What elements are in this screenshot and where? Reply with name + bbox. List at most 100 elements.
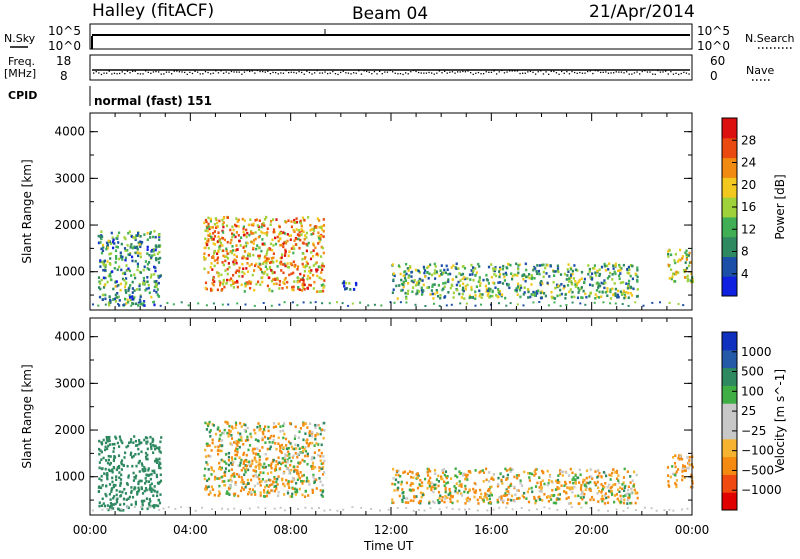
nave-point [152, 71, 155, 73]
echo-cell [216, 256, 220, 259]
echo-cell [249, 231, 253, 234]
nave-point [516, 70, 519, 72]
echo-cell [305, 231, 308, 235]
echo-cell [492, 473, 495, 476]
echo-cell [299, 461, 302, 464]
echo-cell [232, 286, 235, 289]
echo-cell [602, 301, 605, 304]
echo-cell [150, 490, 153, 493]
echo-cell [461, 272, 465, 276]
echo-cell [301, 493, 304, 497]
echo-cell [132, 471, 135, 475]
echo-cell [211, 438, 214, 442]
echo-cell [311, 464, 314, 468]
echo-cell [233, 475, 236, 478]
echo-cell [410, 475, 413, 479]
echo-cell [557, 493, 560, 496]
echo-cell [486, 489, 490, 493]
echo-cell [137, 481, 140, 484]
echo-cell [516, 497, 519, 500]
echo-cell [114, 293, 117, 297]
echo-cell [149, 275, 153, 279]
echo-cell [153, 273, 156, 276]
echo-cell [448, 492, 452, 495]
nave-point [675, 72, 677, 74]
echo-cell [282, 263, 285, 266]
echo-cell [530, 274, 533, 277]
echo-cell [129, 296, 132, 299]
echo-cell [286, 262, 289, 265]
echo-cell [312, 242, 315, 245]
echo-cell [312, 264, 315, 267]
echo-cell [430, 488, 433, 492]
echo-cell [287, 480, 290, 483]
echo-cell [430, 289, 433, 292]
echo-cell [144, 289, 147, 292]
echo-cell [300, 222, 303, 225]
echo-cell [474, 294, 477, 297]
echo-cell [214, 432, 218, 436]
echo-cell [249, 218, 252, 221]
echo-cell [306, 452, 309, 456]
echo-cell [121, 255, 124, 259]
nave-point [111, 73, 113, 75]
echo-cell [216, 449, 219, 452]
echo-cell [500, 498, 503, 502]
echo-cell [102, 263, 105, 267]
echo-cell [153, 285, 156, 289]
echo-cell [143, 499, 146, 503]
echo-cell [626, 271, 629, 275]
echo-cell [445, 304, 448, 307]
nave-point [272, 71, 274, 73]
echo-cell [505, 477, 508, 480]
echo-cell [283, 422, 286, 425]
echo-cell [106, 447, 109, 451]
echo-cell [237, 218, 240, 222]
echo-cell [629, 501, 632, 505]
echo-cell [229, 484, 232, 488]
echo-cell [110, 278, 113, 282]
echo-cell [138, 479, 141, 483]
nave-point [545, 71, 547, 73]
echo-cell [510, 272, 513, 275]
echo-cell [565, 497, 568, 500]
echo-cell [427, 481, 430, 485]
echo-cell [129, 284, 132, 287]
nave-point [100, 73, 103, 76]
echo-cell [154, 269, 157, 273]
echo-cell [315, 442, 318, 445]
nave-point [139, 73, 142, 75]
echo-cell [238, 266, 241, 270]
echo-cell [496, 500, 499, 504]
echo-cell [226, 490, 229, 493]
echo-cell [321, 421, 325, 425]
echo-cell [550, 498, 553, 501]
echo-cell [317, 253, 320, 257]
echo-cell [511, 508, 514, 511]
echo-cell [153, 444, 156, 448]
echo-cell [686, 277, 690, 281]
echo-cell [401, 500, 404, 504]
echo-cell [113, 242, 116, 245]
colorbar-segment [722, 421, 737, 440]
echo-cell [146, 267, 149, 270]
echo-cell [218, 465, 221, 469]
echo-cell [140, 486, 143, 489]
echo-cell [212, 255, 215, 258]
echo-cell [498, 302, 500, 305]
echo-cell [237, 225, 240, 228]
colorbar-segment [722, 216, 737, 238]
echo-cell [272, 480, 275, 484]
echo-cell [154, 248, 157, 252]
echo-cell [528, 273, 531, 276]
echo-cell [448, 490, 452, 494]
echo-cell [135, 464, 138, 468]
echo-cell [206, 422, 209, 426]
echo-cell [553, 297, 557, 300]
echo-cell [552, 280, 555, 284]
echo-cell [205, 243, 209, 247]
echo-cell [145, 442, 148, 445]
echo-cell [555, 501, 558, 505]
echo-cell [180, 506, 183, 509]
echo-cell [210, 449, 213, 452]
